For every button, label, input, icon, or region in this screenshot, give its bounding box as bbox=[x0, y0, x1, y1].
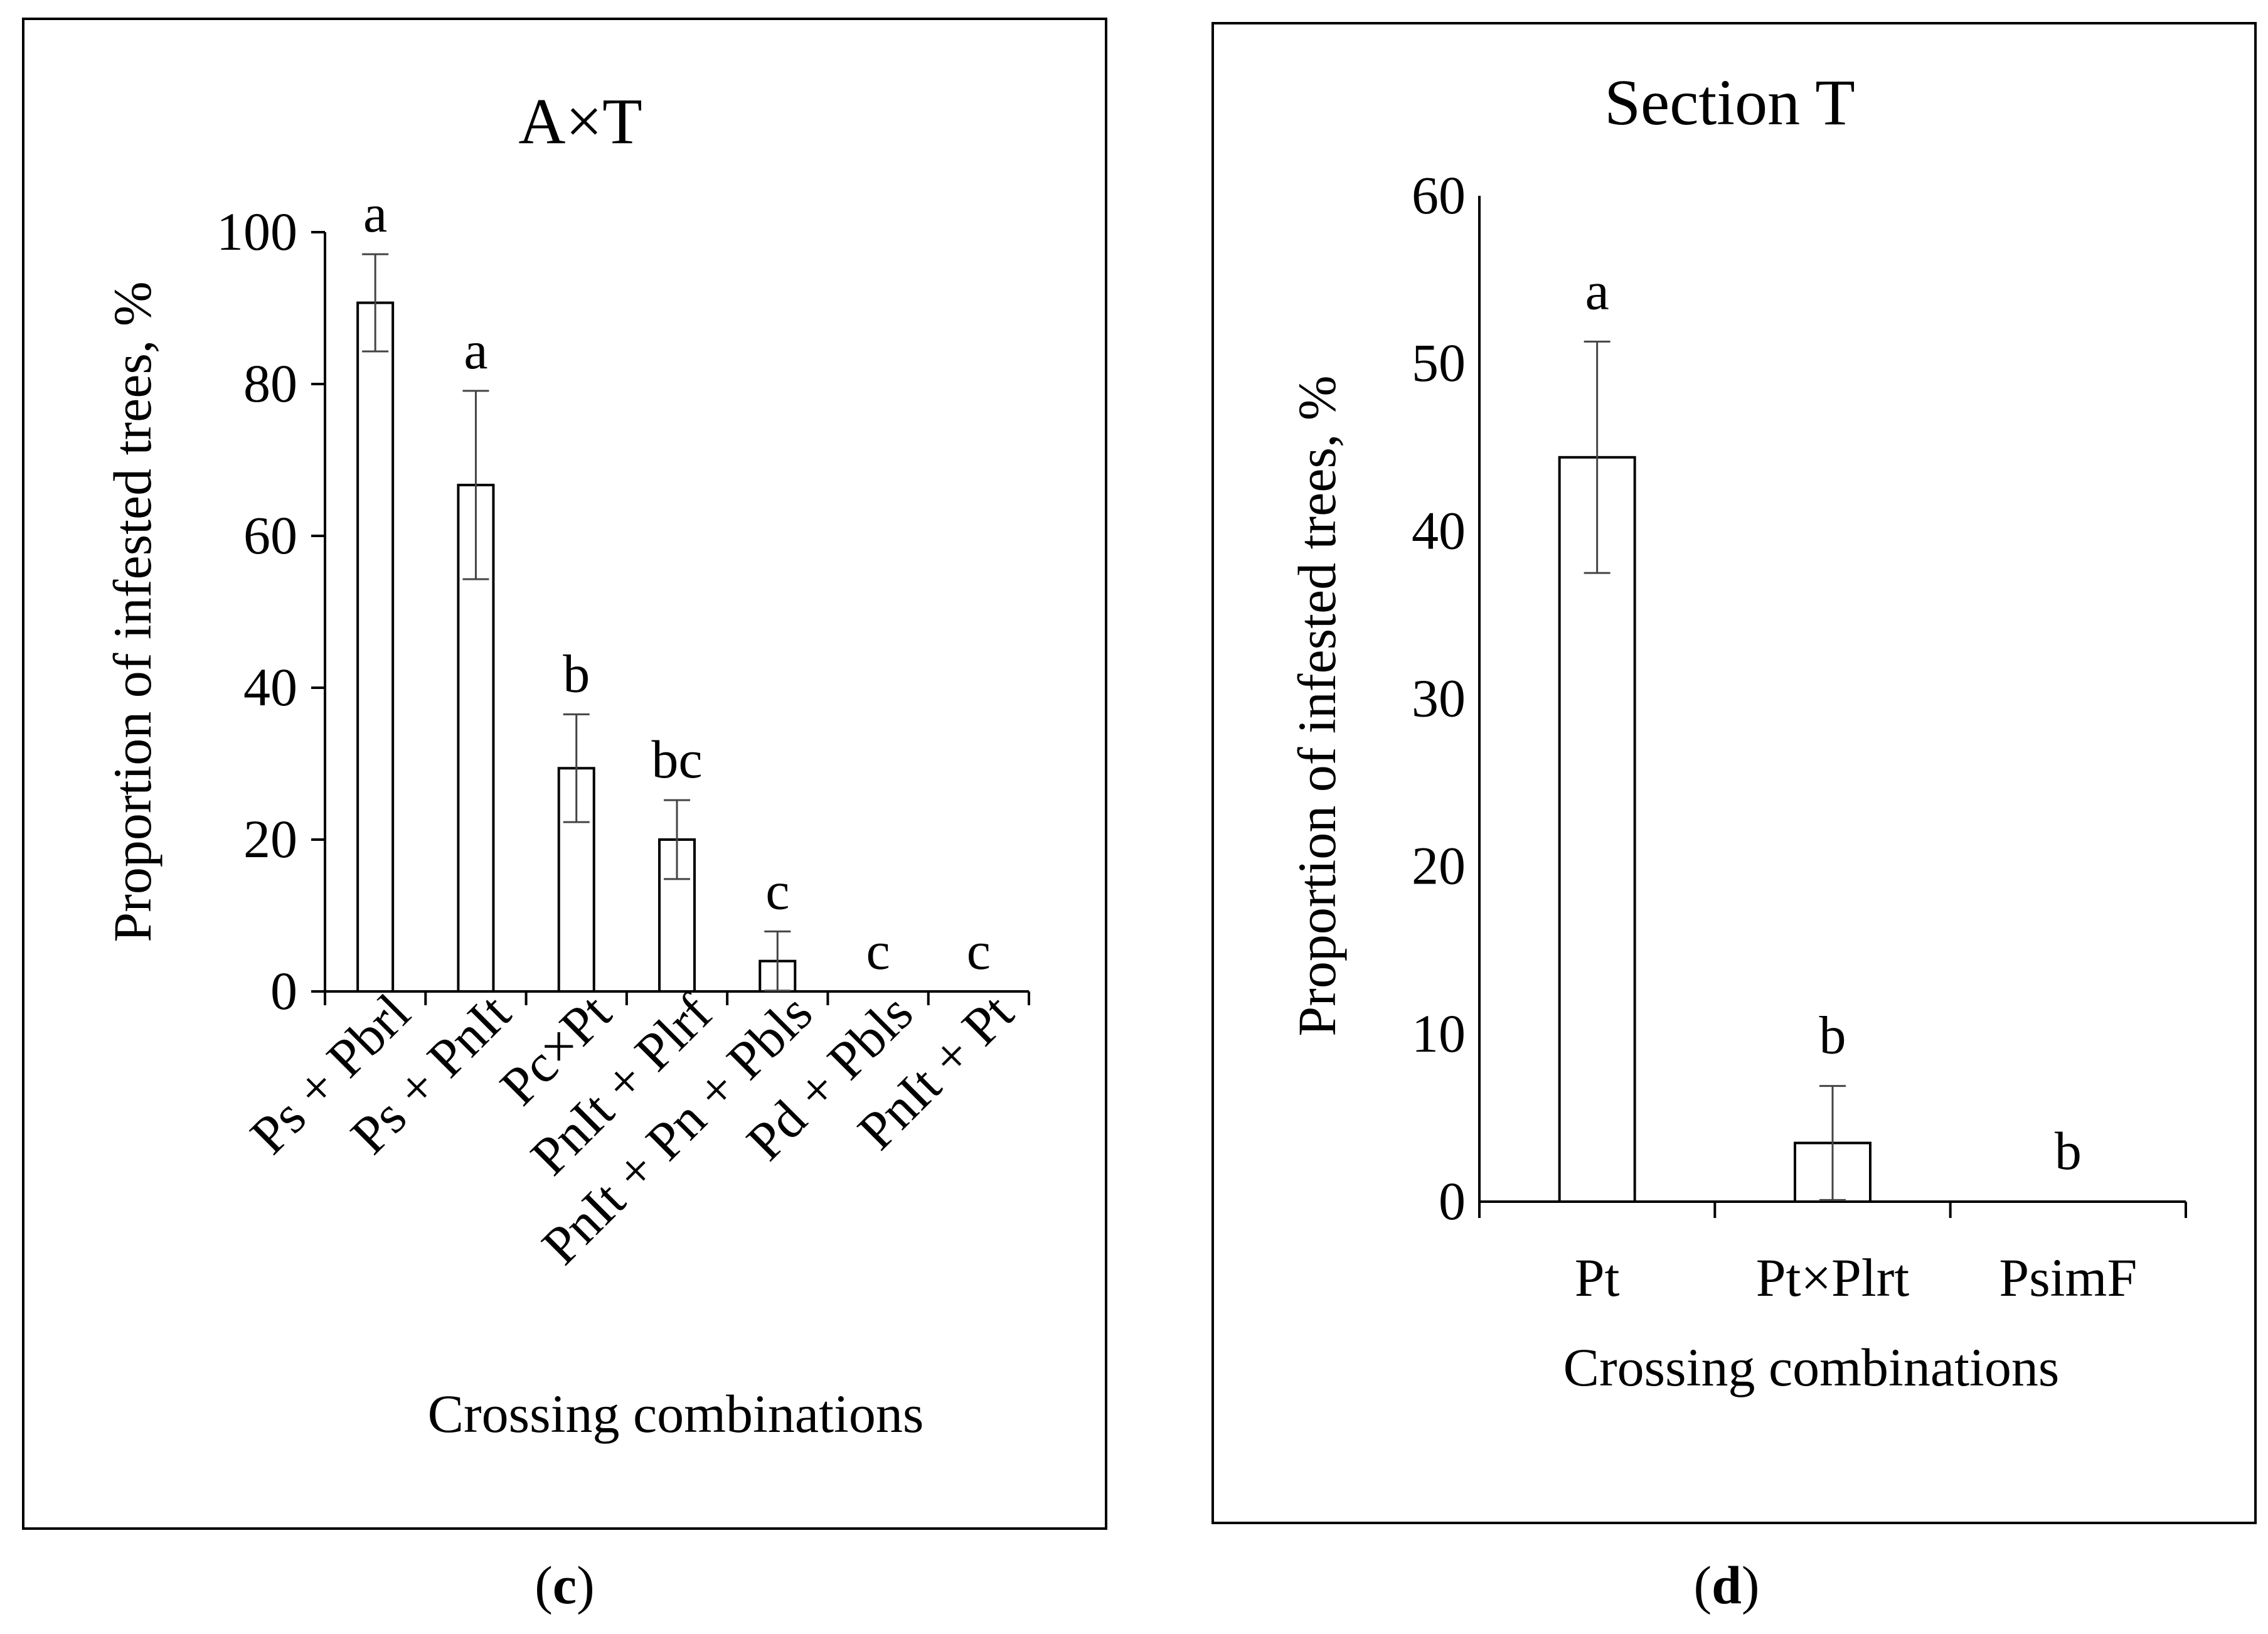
panel-d-category-label-1: Pt bbox=[1575, 1247, 1620, 1308]
panel-d-significance-letter-3: b bbox=[2055, 1121, 2082, 1181]
panel-d-y-tick-label: 10 bbox=[1412, 1003, 1466, 1064]
panel-c-title: A×T bbox=[518, 85, 642, 158]
panel-d-significance-letter-1: a bbox=[1585, 260, 1609, 321]
panel-d-y-ticks: 0 10 20 30 40 50 60 bbox=[1412, 165, 1466, 1231]
panel-d-y-tick-label: 60 bbox=[1412, 165, 1466, 225]
panel-d-frame bbox=[1211, 22, 2257, 1524]
panel-d-bars: a b b bbox=[1558, 260, 2082, 1204]
caption-d-letter: d bbox=[1712, 1555, 1742, 1615]
panel-c-y-tick-label: 40 bbox=[243, 657, 297, 717]
panel-d-title: Section T bbox=[1604, 67, 1855, 139]
panel-c-significance-letter-1: a bbox=[363, 183, 387, 243]
panel-c-bar-1 bbox=[356, 301, 395, 993]
panel-d-y-tick-label: 20 bbox=[1412, 836, 1466, 896]
panel-c-bars: a a b bc c c c bbox=[356, 183, 991, 993]
panel-c-y-tick-label: 100 bbox=[216, 201, 297, 262]
panel-c-y-tick-label: 60 bbox=[243, 505, 297, 565]
panel-c-significance-letter-3: b bbox=[563, 643, 590, 703]
panel-c-x-axis-label: Crossing combinations bbox=[428, 1384, 924, 1444]
panel-d-y-axis-label: Proportion of infested trees, % bbox=[1287, 375, 1347, 1036]
panel-c-y-ticks: 0 20 40 60 80 100 bbox=[216, 201, 325, 1021]
panel-d-x-ticks bbox=[1478, 1202, 2187, 1218]
panel-d: Section T Proportion of infested trees, … bbox=[1211, 22, 2257, 1524]
panel-c-significance-letter-6: c bbox=[866, 921, 890, 981]
panel-d-category-label-3: PsimF bbox=[1999, 1247, 2137, 1308]
panel-c-y-tick-label: 20 bbox=[243, 809, 297, 869]
panel-c-y-tick-label: 0 bbox=[270, 961, 297, 1021]
panel-c-significance-letter-7: c bbox=[967, 921, 991, 981]
panel-d-y-tick-label: 30 bbox=[1412, 668, 1466, 729]
caption-d: (d) bbox=[1693, 1555, 1759, 1615]
panel-d-bar-1 bbox=[1558, 456, 1636, 1203]
panel-d-y-tick-label: 50 bbox=[1412, 333, 1466, 393]
panel-c-y-tick-label: 80 bbox=[243, 353, 297, 414]
panel-d-y-tick-label: 0 bbox=[1439, 1171, 1466, 1231]
panel-d-category-label-2: Pt×Plrt bbox=[1756, 1247, 1910, 1308]
panel-d-x-axis-label: Crossing combinations bbox=[1563, 1337, 2060, 1397]
panel-c: A×T Proportion of infested trees, % Cros… bbox=[22, 18, 1107, 1530]
panel-d-category-labels: Pt Pt×Plrt PsimF bbox=[1575, 1247, 2137, 1308]
caption-c: (c) bbox=[535, 1555, 594, 1615]
caption-c-letter: c bbox=[553, 1555, 577, 1615]
panel-c-significance-letter-5: c bbox=[765, 860, 789, 921]
panel-c-y-axis-label: Proportion of infested trees, % bbox=[102, 281, 162, 942]
panel-c-frame bbox=[22, 18, 1107, 1530]
panel-d-significance-letter-2: b bbox=[1819, 1005, 1846, 1065]
panel-c-significance-letter-4: bc bbox=[651, 729, 702, 789]
panel-c-x-ticks bbox=[324, 991, 1030, 1005]
panel-c-significance-letter-2: a bbox=[464, 320, 487, 380]
panel-d-y-tick-label: 40 bbox=[1412, 500, 1466, 560]
